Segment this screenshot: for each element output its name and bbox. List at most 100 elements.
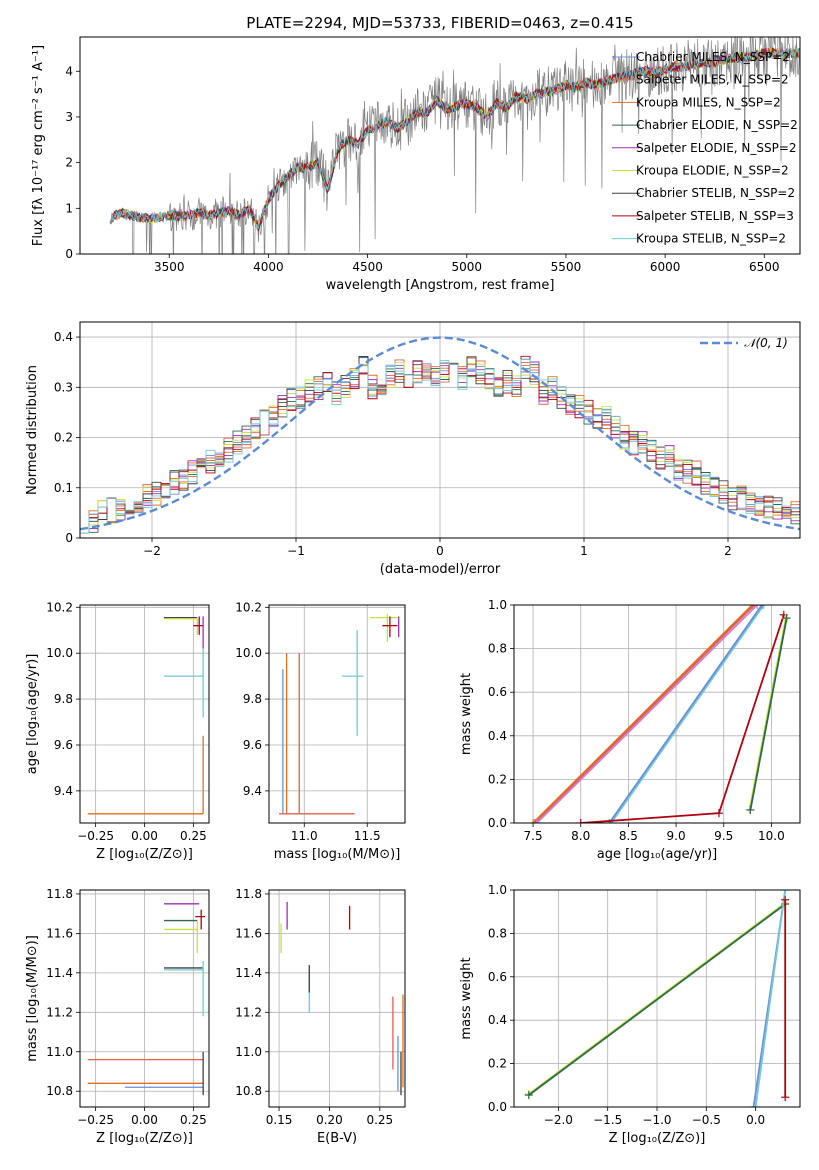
ebv-vs-mass-xlabel: E(B-V) [317,1131,357,1146]
z-vs-weight-ytick-label: 0.8 [488,926,507,940]
z-vs-weight-ytick-label: 0.6 [488,970,507,984]
z-vs-weight-xtick-label: −2.0 [544,1113,573,1127]
mass-vs-age-ytick-label: 9.6 [243,738,262,752]
z-vs-mass-ytick-label: 11.0 [46,1045,73,1059]
age-vs-weight-xtick-label: 8.0 [571,829,590,843]
age-vs-weight-ytick-label: 0.2 [488,772,507,786]
age-vs-weight-series-line [534,605,755,823]
age-vs-weight-plot-area [529,605,791,823]
mass-vs-age-xtick-label: 11.5 [354,829,381,843]
residuals-frame [79,321,801,539]
z-vs-mass-panel: −0.25 0.00 0.25 10.8 11.0 11.2 11.4 11.6 11.8 Z [… [25,887,210,1146]
residuals-plot-area [80,336,800,534]
residuals-legend-label: 𝒩(0, 1) [744,336,788,350]
age-vs-weight-ytick-label: 1.0 [488,598,507,612]
ebv-vs-mass-ytick-label: 11.8 [235,887,262,901]
z-vs-weight-panel: −2.0 −1.5 −1.0 −0.5 0.0 0.0 0.2 0.4 0.6 0.8 1.0 Z [… [459,883,801,1146]
spectrum-ytick-label: 3 [65,110,73,124]
residuals-ytick-label: 0.4 [54,330,73,344]
residuals-xtick-label: 2 [724,544,732,558]
spectrum-ytick-label: 4 [65,64,73,78]
age-vs-weight-ylabel: mass weight [459,673,474,755]
residuals-xtick-label: 0 [436,544,444,558]
z-vs-age-ytick-label: 9.4 [54,784,73,798]
residuals-ylabel: Normed distribution [25,365,40,495]
z-vs-mass-ytick-label: 11.2 [46,1005,73,1019]
z-vs-mass-ytick-label: 11.4 [46,966,73,980]
mass-vs-age-xlabel: mass [log₁₀(M/M⊙)] [274,847,401,862]
spectrum-ylabel: Flux [fλ 10⁻¹⁷ erg cm⁻² s⁻¹ A⁻¹] [31,45,46,246]
age-vs-weight-series-line [608,605,763,823]
spectrum-legend-label: Chabrier ELODIE, N_SSP=2 [636,118,798,132]
z-vs-weight-ytick-label: 0.4 [488,1013,507,1027]
mass-vs-age-frame [268,604,406,824]
spectrum-xtick-label: 4000 [253,260,284,274]
spectrum-xtick-label: 6500 [749,260,780,274]
ebv-vs-mass-ytick-label: 11.6 [235,926,262,940]
spectrum-legend: Chabrier MILES, N_SSP=2 Salpeter MILES, N… [612,50,798,246]
z-vs-mass-ylabel: mass [log₁₀(M/M⊙)] [25,935,40,1062]
residuals-panel: −2 −1 0 1 2 0 0.1 0.2 0.3 0.4 (data-model)/error No… [25,321,801,577]
age-vs-weight-ytick-label: 0.6 [488,685,507,699]
spectrum-ytick-label: 1 [65,201,73,215]
z-vs-weight-series-line [528,903,786,1096]
spectrum-xtick-label: 4500 [352,260,383,274]
age-vs-weight-series-line [532,605,753,823]
age-vs-weight-ytick-label: 0.4 [488,729,507,743]
z-vs-age-xtick-label: 0.00 [131,829,158,843]
ebv-vs-mass-plot-area [280,901,404,1096]
residuals-xtick-label: 1 [580,544,588,558]
z-vs-age-ytick-label: 10.2 [46,600,73,614]
spectrum-legend-label: Salpeter ELODIE, N_SSP=2 [636,141,797,155]
z-vs-age-plot-area [87,616,204,815]
z-vs-age-frame [79,604,210,824]
residuals-xtick-label: −2 [143,544,161,558]
age-vs-weight-xtick-label: 8.5 [619,829,638,843]
z-vs-mass-ytick-label: 11.6 [46,926,73,940]
spectrum-xlabel: wavelength [Angstrom, rest frame] [326,278,555,293]
z-vs-weight-xtick-label: −0.5 [692,1113,721,1127]
z-vs-weight-plot-area [524,890,790,1107]
age-vs-weight-ytick-label: 0.8 [488,642,507,656]
ebv-vs-mass-ytick-label: 11.2 [235,1005,262,1019]
z-vs-weight-ytick-label: 0.2 [488,1057,507,1071]
z-vs-weight-frame [513,889,801,1108]
z-vs-weight-xtick-label: −1.5 [593,1113,622,1127]
age-vs-weight-series-line [749,617,788,811]
z-vs-age-ytick-label: 9.6 [54,738,73,752]
z-vs-mass-frame [79,889,210,1108]
spectrum-panel: 3500 4000 4500 5000 5500 6000 6500 0 1 2 3 4 wavelen… [31,36,801,293]
residuals-ytick-label: 0.2 [54,431,73,445]
mass-vs-age-ytick-label: 9.8 [243,692,262,706]
spectrum-ytick-label: 0 [65,247,73,261]
spectrum-legend-label: Chabrier MILES, N_SSP=2 [636,50,790,64]
z-vs-mass-plot-area [87,903,206,1096]
mass-vs-age-panel: 11.0 11.5 9.4 9.6 9.8 10.0 10.2 mass [log₁₀(M/M… [235,600,406,862]
spectrum-xtick-label: 3500 [154,260,185,274]
age-vs-weight-series-line [748,617,787,811]
z-vs-mass-xlabel: Z [log₁₀(Z/Z⊙)] [96,1131,193,1146]
z-vs-mass-ytick-label: 10.8 [46,1084,73,1098]
spectrum-xtick-label: 5500 [551,260,582,274]
z-vs-mass-xtick-label: 0.00 [131,1113,158,1127]
age-vs-weight-frame [513,604,801,824]
z-vs-weight-series-line [754,890,787,1107]
residuals-ytick-label: 0.3 [54,380,73,394]
z-vs-weight-xlabel: Z [log₁₀(Z/Z⊙)] [609,1131,706,1146]
age-vs-weight-ytick-label: 0.0 [488,816,507,830]
ebv-vs-mass-ytick-label: 11.4 [235,966,262,980]
z-vs-age-xtick-label: −0.25 [77,829,114,843]
age-vs-weight-xtick-label: 7.5 [524,829,543,843]
residuals-xtick-label: −1 [287,544,305,558]
age-vs-weight-series-line [536,605,758,823]
ebv-vs-mass-xtick-label: 0.20 [316,1113,343,1127]
age-vs-weight-series-line [610,605,765,823]
spectrum-ytick-label: 2 [65,156,73,170]
spectrum-legend-label: Kroupa ELODIE, N_SSP=2 [636,164,789,178]
spectrum-frame [79,36,801,255]
z-vs-age-xtick-label: 0.25 [180,829,207,843]
age-vs-weight-panel: 7.5 8.0 8.5 9.0 9.5 10.0 0.0 0.2 0.4 0.6 0.8 1.0 age… [459,598,801,862]
mass-vs-age-xtick-label: 11.0 [291,829,318,843]
mass-vs-age-ytick-label: 10.2 [235,600,262,614]
age-vs-weight-xtick-label: 9.5 [714,829,733,843]
